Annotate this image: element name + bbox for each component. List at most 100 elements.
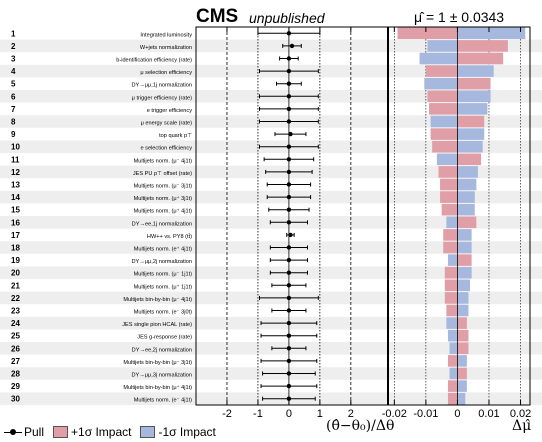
pull-point	[286, 270, 292, 275]
pull-point	[286, 119, 292, 124]
impact-up-bar	[432, 140, 458, 153]
down-swatch-icon	[140, 426, 156, 438]
impact-down-bar	[457, 65, 494, 77]
parameter-label: Multijets norm. (μ⁺ 4j1t)	[134, 208, 193, 215]
pull-point	[286, 220, 292, 225]
impact-down-bar	[457, 266, 472, 279]
pull-point	[286, 194, 292, 200]
impact-up-bar	[438, 166, 458, 178]
parameter-label: W+jets normalization	[140, 45, 192, 51]
impact-down-bar	[457, 229, 472, 241]
parameter-label: DY→μμ,3j normalization	[131, 373, 192, 379]
pull-point	[286, 383, 292, 389]
parameter-label: Integrated luminosity	[140, 32, 192, 38]
pull-point	[286, 308, 292, 313]
pull-point	[286, 56, 292, 61]
rank-label: 29	[11, 382, 20, 391]
rank-label: 25	[11, 332, 20, 341]
impact-up-bar	[430, 128, 458, 140]
impact-up-bar	[446, 304, 458, 317]
impact-down-bar	[457, 392, 466, 405]
impact-up-bar	[440, 178, 458, 191]
impact-down-bar	[457, 380, 467, 392]
parameter-label: Multijets bin-by-bin (μ⁻ 3j1t)	[123, 360, 192, 366]
pull-point	[286, 346, 292, 351]
pull-point	[286, 396, 292, 401]
rank-label: 12	[11, 168, 20, 177]
pull-point	[286, 157, 292, 162]
status-label: unpublished	[249, 10, 325, 26]
rank-label: 3	[11, 55, 16, 64]
impact-down-bar	[446, 317, 458, 329]
pull-axis-label: (θ̂−θ₀)/Δθ	[326, 418, 395, 434]
impact-down-bar	[424, 77, 458, 90]
impact-up-bar	[444, 279, 458, 292]
impact-up-bar	[447, 355, 458, 367]
impact-tick-label: -0.01	[413, 408, 438, 420]
impact-tick-label: 0.02	[510, 408, 531, 420]
pull-point	[286, 283, 292, 288]
impact-up-bar	[443, 229, 458, 241]
pull-tick-label: 0	[286, 408, 292, 420]
pull-point	[286, 245, 292, 250]
parameter-label: Multijets bin-by-bin (μ⁺ 4j1t)	[123, 384, 192, 391]
parameter-label: Multijets bin-by-bin (μ⁻ 4j1t)	[123, 297, 192, 303]
impact-tick-label: -0.02	[382, 408, 407, 420]
impact-down-bar	[457, 140, 483, 153]
legend: Pull +1σ Impact -1σ Impact	[4, 424, 225, 440]
pull-point	[286, 207, 292, 212]
rank-label: 4	[11, 67, 16, 76]
rank-label: 8	[11, 118, 16, 127]
parameter-label: Multijets norm. (e⁺ 4j1t)	[134, 246, 192, 253]
parameter-label: Multijets norm. (μ⁺ 1j1t)	[134, 283, 193, 290]
impact-down-bar	[457, 27, 526, 40]
rank-label: 22	[11, 294, 20, 303]
impact-down-bar	[449, 342, 458, 355]
impact-down-bar	[447, 329, 458, 342]
rank-label: 2	[11, 42, 16, 51]
legend-pull: Pull	[4, 425, 44, 439]
poi-result: μ̂ = 1 ± 0.0343	[414, 9, 505, 25]
parameter-label: Multijets norm. (μ⁺ 3j1t)	[134, 195, 193, 202]
impact-down-bar	[446, 216, 458, 229]
rank-label: 7	[11, 105, 16, 114]
rank-label: 23	[11, 307, 20, 316]
pull-point	[286, 106, 292, 112]
rank-label: 13	[11, 181, 20, 190]
pull-point	[286, 371, 292, 376]
impact-up-bar	[457, 254, 472, 266]
parameter-label: DY→ee,2j normalization	[132, 347, 192, 353]
impact-down-bar	[457, 178, 477, 191]
legend-down: -1σ Impact	[140, 425, 216, 439]
pull-point	[286, 182, 292, 187]
rank-label: 30	[11, 395, 20, 404]
impact-up-bar	[447, 392, 458, 405]
impact-up-bar	[457, 52, 504, 65]
parameter-label: JES g-response (rate)	[137, 335, 192, 341]
impact-down-bar	[457, 304, 469, 317]
parameter-label: Multijets norm. (e⁻ 3j0t)	[134, 310, 192, 316]
impact-up-bar	[457, 342, 469, 355]
parameter-label: e trigger efficiency	[147, 108, 192, 114]
pull-tick-label: -1	[253, 408, 263, 420]
impact-down-bar	[430, 115, 458, 128]
rank-label: 10	[11, 143, 20, 152]
impact-down-bar	[457, 90, 491, 103]
impact-up-bar	[457, 329, 469, 342]
impact-up-bar	[447, 380, 458, 392]
rank-label: 5	[11, 80, 16, 89]
parameter-label: μ selection efficiency	[140, 70, 192, 76]
parameter-label: top quark p⊤	[159, 132, 192, 139]
impact-up-bar	[457, 153, 482, 166]
rank-label: 1	[11, 29, 16, 38]
impact-down-bar	[457, 191, 475, 203]
parameter-label: JES single pion HCAL (rate)	[122, 322, 192, 328]
impact-down-bar	[457, 203, 475, 216]
rank-label: 17	[11, 231, 20, 240]
cms-label: CMS	[196, 6, 239, 27]
pull-point	[289, 43, 295, 49]
pull-marker-icon	[4, 426, 22, 438]
pull-point	[286, 94, 292, 99]
rank-label: 6	[11, 92, 16, 101]
pull-point	[288, 131, 293, 137]
